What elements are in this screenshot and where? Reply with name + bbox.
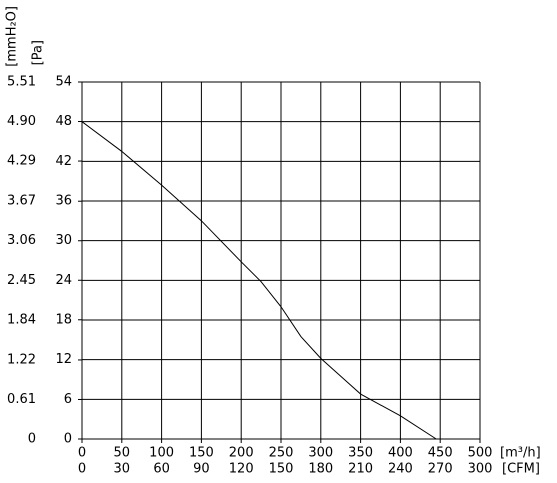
y-tick-label: 42 (55, 154, 72, 169)
curve (81, 121, 437, 440)
x-tick-label: 500 (468, 446, 493, 461)
y-tick-label: 54 (55, 75, 72, 90)
y2-tick-label: 1.22 (7, 352, 36, 367)
y2-tick-label: 1.84 (7, 312, 36, 327)
x-tick-label: 200 (229, 446, 254, 461)
y-tick-label: 30 (55, 233, 72, 248)
x2-tick-label: 90 (193, 462, 210, 477)
x-tick-label: 0 (78, 446, 86, 461)
y-tick-label: 24 (55, 273, 72, 288)
y2-tick-label: 0 (28, 432, 36, 447)
x-axis-label: [m³/h] (500, 446, 541, 461)
x2-tick-label: 60 (153, 462, 170, 477)
y-tick-label: 12 (55, 352, 72, 367)
x2-tick-label: 270 (428, 462, 453, 477)
y-tick-label: 18 (55, 313, 72, 328)
y-tick-label: 6 (64, 392, 72, 407)
x2-tick-label: 150 (269, 462, 294, 477)
y-axis-label: [Pa] (31, 40, 46, 65)
y2-tick-label: 2.45 (7, 273, 36, 288)
x-tick-label: 300 (308, 446, 333, 461)
x2-tick-label: 0 (78, 462, 86, 477)
x2-tick-label: 120 (229, 462, 254, 477)
y2-tick-label: 3.06 (7, 233, 36, 248)
x-tick-label: 250 (269, 446, 294, 461)
y2-tick-label: 0.61 (7, 392, 36, 407)
x-tick-label: 150 (189, 446, 214, 461)
y2-tick-label: 5.51 (7, 75, 36, 90)
y2-tick-label: 4.90 (7, 114, 36, 129)
x2-tick-label: 300 (468, 462, 493, 477)
x-tick-label: 450 (428, 446, 453, 461)
x-tick-label: 400 (388, 446, 413, 461)
y2-tick-label: 3.67 (7, 194, 36, 209)
x-tick-label: 100 (149, 446, 174, 461)
x-tick-label: 50 (114, 446, 131, 461)
x2-tick-label: 180 (308, 462, 333, 477)
x2-axis-label: [CFM] (502, 462, 540, 477)
y2-tick-label: 4.29 (7, 154, 36, 169)
x2-tick-label: 210 (348, 462, 373, 477)
x2-tick-label: 30 (114, 462, 131, 477)
y-tick-label: 48 (55, 114, 72, 129)
x2-tick-label: 240 (388, 462, 413, 477)
y2-axis-label: [mmH₂O] (5, 6, 20, 67)
y-tick-label: 0 (64, 432, 72, 447)
x-tick-label: 350 (348, 446, 373, 461)
y-tick-label: 36 (55, 194, 72, 209)
